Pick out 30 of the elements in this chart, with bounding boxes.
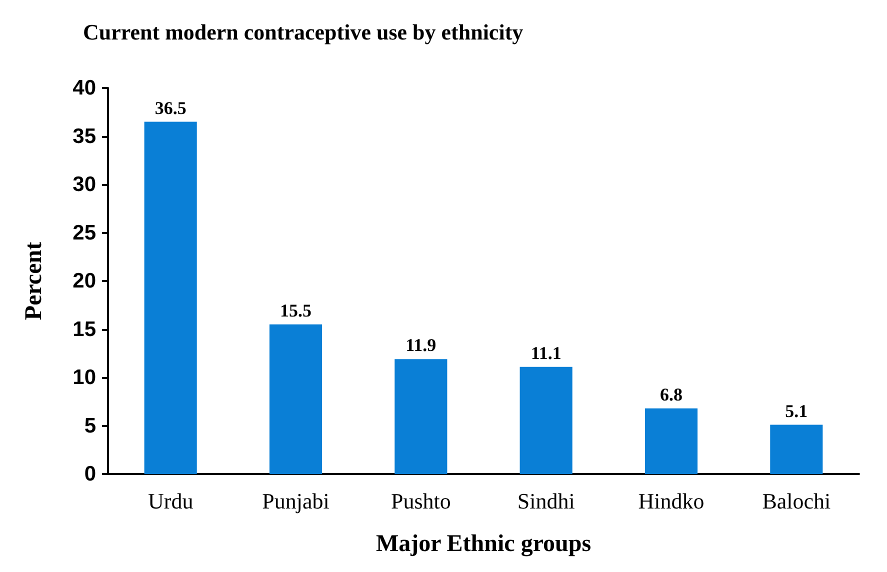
bar xyxy=(144,122,197,474)
x-tick-label: Urdu xyxy=(148,488,194,514)
x-tick-label: Hindko xyxy=(638,488,704,514)
data-label: 5.1 xyxy=(785,400,808,421)
data-label: 36.5 xyxy=(154,98,186,118)
bar xyxy=(394,359,448,474)
data-label: 11.1 xyxy=(530,342,562,363)
y-axis-title: Percent xyxy=(21,242,47,320)
x-tick-label: Sindhi xyxy=(517,488,575,514)
x-tick-label: Punjabi xyxy=(262,488,330,514)
x-tick-label: Pushto xyxy=(390,488,451,514)
bar xyxy=(644,408,698,474)
chart-title: Current modern contraceptive use by ethnicity xyxy=(83,20,524,44)
y-tick-label: 20 xyxy=(72,270,96,292)
y-tick-label: 30 xyxy=(72,173,96,196)
y-tick-label: 35 xyxy=(72,124,96,148)
y-tick-label: 5 xyxy=(84,414,96,438)
y-tick-label: 10 xyxy=(72,366,96,389)
y-tick-label: 25 xyxy=(72,221,96,244)
data-label: 11.9 xyxy=(406,335,436,356)
y-tick-label: 15 xyxy=(72,318,96,341)
data-label: 6.8 xyxy=(660,384,682,404)
y-tick-label: 0 xyxy=(84,462,96,486)
data-label: 15.5 xyxy=(280,300,312,320)
bar xyxy=(269,324,322,474)
x-tick-label: Balochi xyxy=(762,488,831,514)
x-axis-title: Major Ethnic groups xyxy=(376,531,592,557)
bar xyxy=(770,424,823,474)
bar xyxy=(520,366,572,474)
y-tick-label: 40 xyxy=(72,76,96,100)
